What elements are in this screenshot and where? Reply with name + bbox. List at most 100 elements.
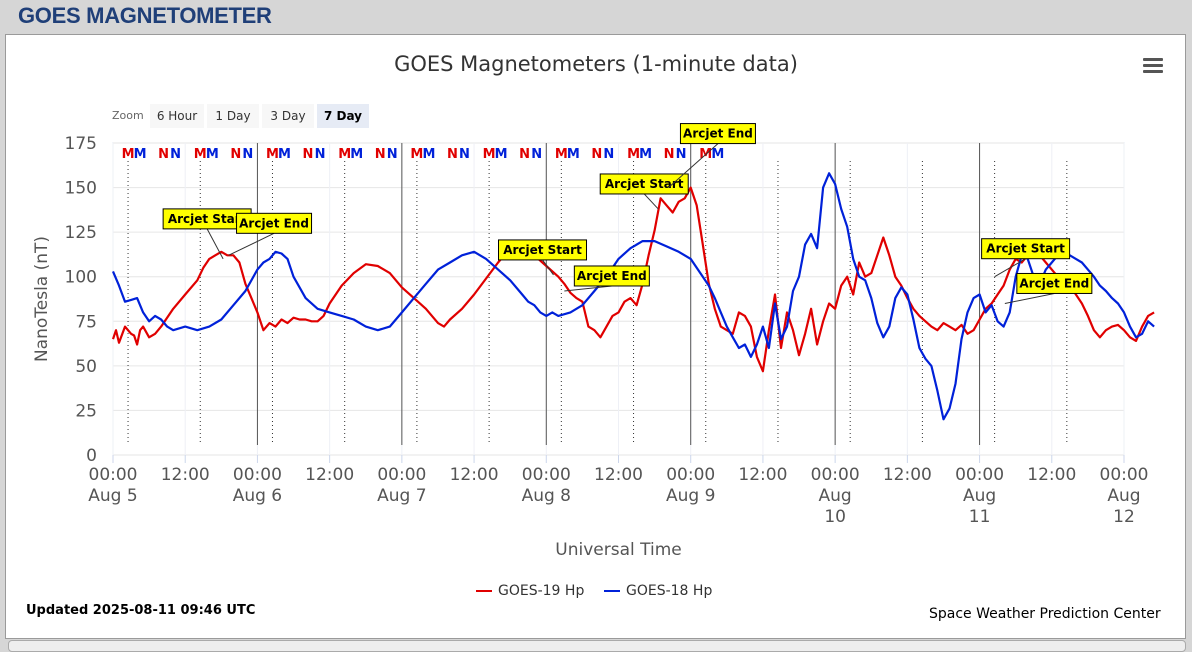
event-marker-n: N	[387, 147, 398, 162]
y-tick-label: 25	[75, 401, 97, 421]
event-marker-n: N	[375, 147, 386, 162]
legend-item-goes-18[interactable]: GOES-18 Hp	[604, 583, 712, 599]
event-marker-m: M	[483, 147, 496, 162]
event-marker-m: M	[134, 147, 147, 162]
event-marker-n: N	[315, 147, 326, 162]
annotation-box	[498, 239, 588, 261]
event-marker-m: M	[555, 147, 568, 162]
annotation-box	[679, 123, 756, 145]
event-marker-m: M	[266, 147, 279, 162]
annotation-label: Arcjet Start	[168, 212, 247, 226]
event-marker-n: N	[447, 147, 458, 162]
annotation-label: Arcjet End	[239, 216, 309, 230]
x-tick-label: 00:00	[233, 465, 282, 485]
y-axis-title: NanoTesla (nT)	[32, 236, 52, 362]
menu-bar	[1143, 64, 1163, 67]
zoom-7-day-button[interactable]: 7 Day	[317, 104, 369, 128]
event-marker-m: M	[338, 147, 351, 162]
annotation-leader	[668, 143, 719, 188]
event-marker-m: M	[194, 147, 207, 162]
x-axis-title: Universal Time	[555, 540, 681, 560]
series-line-goes-19	[111, 186, 1155, 373]
chart-title: GOES Magnetometers (1-minute data)	[394, 52, 798, 76]
credit-text: Space Weather Prediction Center	[929, 606, 1161, 622]
zoom-label: Zoom	[112, 109, 144, 122]
page-header: GOES MAGNETOMETER	[0, 0, 1192, 34]
menu-bar	[1143, 70, 1163, 73]
x-tick-label: 12:00	[594, 465, 643, 485]
annotation-box	[1016, 272, 1093, 294]
annotation-box	[981, 238, 1071, 260]
event-marker-n: N	[664, 147, 675, 162]
event-marker-n: N	[459, 147, 470, 162]
x-tick-label: 12:00	[161, 465, 210, 485]
event-marker-m: M	[567, 147, 580, 162]
x-date-label: 11	[969, 507, 991, 527]
legend-label: GOES-19 Hp	[498, 583, 585, 599]
x-tick-label: 00:00	[522, 465, 571, 485]
legend-label: GOES-18 Hp	[626, 583, 713, 599]
chart-menu-icon[interactable]	[1143, 58, 1163, 76]
y-tick-label: 50	[75, 357, 97, 377]
x-date-label: 12	[1113, 507, 1135, 527]
event-marker-m: M	[350, 147, 363, 162]
zoom-6-hour-button[interactable]: 6 Hour	[150, 104, 204, 128]
event-marker-n: N	[170, 147, 181, 162]
annotation-box	[599, 173, 689, 195]
x-tick-label: 00:00	[89, 465, 138, 485]
x-date-label: Aug 5	[88, 486, 137, 506]
annotation-label: Arcjet End	[577, 269, 647, 283]
event-marker-n: N	[230, 147, 241, 162]
x-tick-label: 12:00	[1027, 465, 1076, 485]
x-date-label: 10	[824, 507, 846, 527]
x-tick-label: 00:00	[811, 465, 860, 485]
event-marker-n: N	[519, 147, 530, 162]
x-tick-label: 12:00	[738, 465, 787, 485]
updated-timestamp: Updated 2025-08-11 09:46 UTC	[26, 603, 256, 618]
annotation-leader	[228, 232, 275, 256]
x-date-label: Aug 8	[522, 486, 571, 506]
event-marker-m: M	[410, 147, 423, 162]
x-tick-label: 00:00	[955, 465, 1004, 485]
page-title: GOES MAGNETOMETER	[18, 3, 272, 28]
annotation-box	[236, 212, 313, 234]
legend-swatch-red	[476, 590, 492, 592]
annotation-leader	[564, 285, 612, 292]
event-marker-m: M	[711, 147, 724, 162]
event-marker-n: N	[676, 147, 687, 162]
annotation-label: Arcjet Start	[503, 243, 582, 257]
event-marker-m: M	[122, 147, 135, 162]
y-tick-label: 150	[65, 179, 97, 199]
y-tick-label: 175	[65, 134, 97, 154]
event-marker-m: M	[422, 147, 435, 162]
event-marker-m: M	[495, 147, 508, 162]
event-marker-m: M	[627, 147, 640, 162]
y-tick-label: 125	[65, 223, 97, 243]
event-marker-n: N	[591, 147, 602, 162]
zoom-3-day-button[interactable]: 3 Day	[262, 104, 314, 128]
x-date-label: Aug	[963, 486, 996, 506]
menu-bar	[1143, 58, 1163, 61]
y-tick-label: 0	[86, 446, 97, 466]
x-date-label: Aug	[819, 486, 852, 506]
x-tick-label: 12:00	[305, 465, 354, 485]
event-marker-m: M	[278, 147, 291, 162]
x-date-label: Aug 6	[233, 486, 282, 506]
x-tick-label: 12:00	[883, 465, 932, 485]
annotation-leader	[206, 228, 224, 260]
annotation-leader	[1004, 292, 1055, 304]
y-tick-label: 100	[65, 268, 97, 288]
event-marker-m: M	[639, 147, 652, 162]
event-marker-n: N	[158, 147, 169, 162]
y-tick-label: 75	[75, 312, 97, 332]
x-tick-label: 00:00	[1100, 465, 1149, 485]
x-tick-label: 00:00	[666, 465, 715, 485]
zoom-1-day-button[interactable]: 1 Day	[207, 104, 259, 128]
event-marker-n: N	[242, 147, 253, 162]
event-marker-n: N	[603, 147, 614, 162]
x-date-label: Aug 7	[377, 486, 426, 506]
annotation-label: Arcjet Start	[986, 242, 1065, 256]
legend-item-goes-19[interactable]: GOES-19 Hp	[476, 583, 584, 599]
annotation-label: Arcjet End	[683, 127, 753, 141]
